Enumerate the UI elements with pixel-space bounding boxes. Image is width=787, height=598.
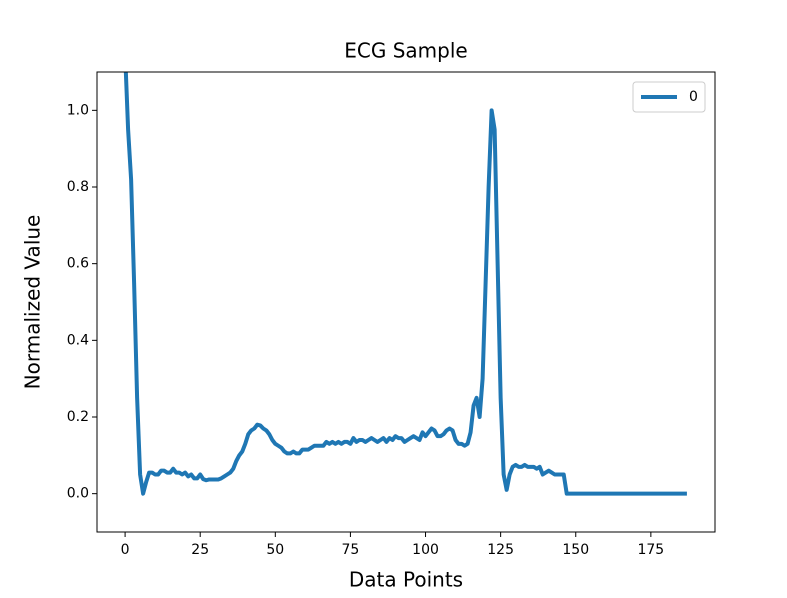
x-tick-label: 125	[487, 542, 514, 558]
y-tick-label: 0.8	[67, 179, 89, 195]
y-tick-label: 0.2	[67, 409, 89, 425]
legend: 0	[632, 81, 706, 113]
y-tick-label: 0.6	[67, 256, 89, 272]
y-axis-label: Normalized Value	[21, 215, 45, 390]
x-tick-label: 150	[562, 542, 589, 558]
x-axis-label: Data Points	[349, 568, 463, 592]
chart-title: ECG Sample	[344, 39, 467, 63]
legend-label: 0	[689, 89, 698, 105]
x-tick-label: 50	[266, 542, 284, 558]
x-tick-label: 100	[412, 542, 439, 558]
data-line	[123, 72, 687, 496]
y-tick-label: 0.0	[67, 486, 89, 502]
y-tick-label: 1.0	[67, 102, 89, 118]
plot-frame	[96, 71, 716, 533]
x-tick-label: 25	[191, 542, 209, 558]
x-tick-label: 0	[121, 542, 130, 558]
y-tick-label: 0.4	[67, 332, 89, 348]
x-tick-label: 175	[637, 542, 664, 558]
x-tick-label: 75	[342, 542, 360, 558]
